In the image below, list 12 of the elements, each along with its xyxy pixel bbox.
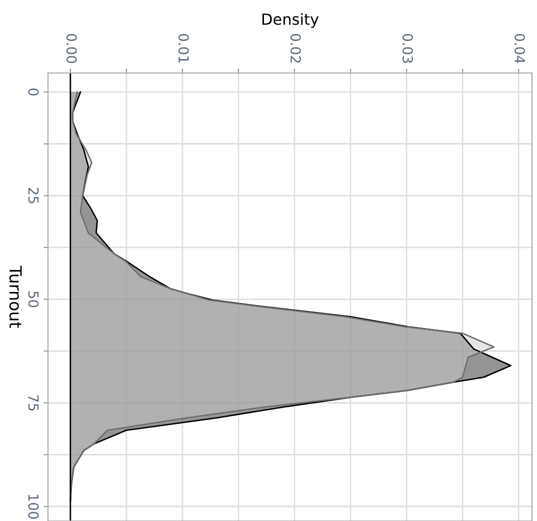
y-tick-label: 0 <box>28 88 39 96</box>
x-tick-label: 0.00 <box>66 34 77 64</box>
y-tick-label: 50 <box>28 292 39 308</box>
y-axis-title: Turnout <box>9 266 22 328</box>
x-tick-label: 0.03 <box>402 34 413 63</box>
y-tick-label: 25 <box>28 188 39 204</box>
y-tick-label: 100 <box>28 494 39 519</box>
x-axis-title: Density <box>262 13 319 28</box>
x-tick-label: 0.04 <box>514 34 526 64</box>
x-tick-label: 0.01 <box>178 34 189 63</box>
x-tick-label: 0.02 <box>290 34 301 63</box>
y-tick-label: 75 <box>28 395 39 411</box>
